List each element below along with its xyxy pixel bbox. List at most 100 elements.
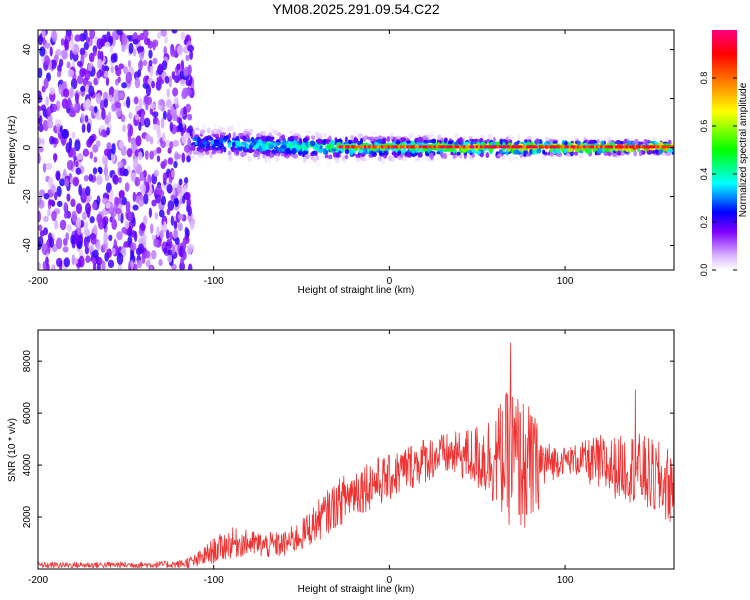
spectrogram-cell — [644, 145, 648, 149]
spectrogram-cell — [507, 148, 511, 152]
spectrogram-cell — [612, 145, 616, 149]
spectrogram-cell — [109, 45, 114, 53]
spectrogram-cell — [429, 152, 434, 159]
spectrogram-cell — [298, 137, 303, 144]
spectrogram-cell — [86, 98, 91, 109]
spectrogram-cell — [75, 160, 79, 168]
spectrogram-cell — [347, 145, 351, 149]
spectrogram-xtick-label: 0 — [387, 276, 393, 287]
spectrogram-cell — [49, 46, 53, 57]
spectrogram-cell — [399, 154, 404, 158]
spectrogram-cell — [240, 133, 244, 138]
spectrogram-cell — [75, 203, 83, 214]
spectrogram-cell — [513, 156, 519, 160]
spectrogram-cell — [156, 31, 162, 40]
spectrogram-cell — [523, 150, 527, 157]
spectrogram-cell — [619, 145, 623, 149]
spectrogram-cell — [639, 141, 644, 145]
spectrogram-cell — [76, 74, 84, 85]
spectrogram-cell — [232, 131, 236, 139]
spectrogram-cell — [458, 145, 462, 149]
spectrogram-cell — [316, 138, 323, 145]
spectrogram-cell — [113, 89, 120, 101]
spectrogram-cell — [663, 145, 667, 149]
spectrogram-cell — [661, 145, 665, 149]
spectrogram-cell — [65, 232, 69, 241]
spectrogram-cell — [196, 123, 200, 128]
spectrogram-cell — [358, 150, 364, 154]
spectrogram-cell — [486, 145, 490, 149]
spectrogram-cell — [166, 88, 171, 98]
spectrogram-cell — [65, 142, 71, 154]
spectrogram-cell — [289, 130, 293, 135]
spectrogram-cell — [610, 145, 614, 149]
spectrogram-cell — [246, 138, 252, 143]
spectrogram-cell — [227, 150, 232, 156]
spectrogram-cell — [206, 128, 211, 134]
spectrogram-xlabel: Height of straight line (km) — [298, 285, 415, 296]
spectrogram-cell — [66, 193, 71, 202]
spectrogram-cell — [134, 76, 141, 89]
spectrogram-cell — [130, 242, 137, 252]
spectrogram-cell — [589, 145, 593, 149]
spectrogram-cell — [42, 162, 47, 173]
spectrogram-cell — [634, 138, 639, 145]
spectrogram-cell — [315, 160, 321, 167]
spectrogram-cell — [74, 34, 82, 42]
spectrogram-cell — [173, 229, 178, 239]
spectrogram-cell — [531, 149, 536, 155]
spectrogram-ylabel: Frequency (Hz) — [7, 116, 18, 185]
spectrogram-cell — [473, 138, 479, 143]
spectrogram-cell — [638, 145, 642, 149]
spectrogram-cell — [643, 138, 649, 145]
spectrogram-cell — [292, 153, 298, 159]
spectrogram-cell — [98, 167, 103, 175]
spectrogram-cell — [482, 145, 486, 149]
spectrogram-cell — [143, 215, 148, 225]
spectrogram-cell — [129, 124, 134, 137]
spectrogram-cell — [261, 144, 266, 150]
spectrogram-cell — [103, 70, 109, 78]
spectrogram-cell — [393, 145, 397, 149]
spectrogram-cell — [530, 145, 534, 149]
spectrogram-cell — [164, 75, 170, 84]
spectrogram-cell — [368, 145, 372, 149]
spectrogram-cell — [386, 135, 391, 143]
spectrogram-cell — [378, 145, 382, 149]
spectrogram-cell — [69, 86, 74, 99]
spectrogram-cell — [349, 145, 353, 149]
spectrogram-cell — [38, 123, 44, 133]
spectrogram-cell — [105, 77, 110, 87]
spectrogram-ytick-label: 20 — [22, 93, 33, 105]
spectrogram-cell — [238, 142, 242, 147]
spectrogram-cell — [357, 145, 361, 149]
spectrogram-cell — [170, 48, 176, 58]
spectrogram-cell — [261, 136, 267, 142]
spectrogram-cell — [63, 257, 70, 268]
spectrogram-cell — [269, 126, 273, 134]
spectrogram-cell — [160, 117, 165, 129]
spectrogram-cell — [87, 63, 93, 72]
spectrogram-cell — [336, 145, 340, 149]
spectrogram-cell — [59, 178, 66, 187]
snr-xtick-label: 0 — [387, 575, 393, 586]
spectrogram-cell — [68, 109, 76, 118]
spectrogram-cell — [61, 98, 69, 109]
spectrogram-cell — [177, 222, 183, 232]
spectrogram-cell — [380, 158, 386, 165]
spectrogram-cell — [121, 82, 128, 89]
spectrogram-cell — [99, 99, 105, 111]
spectrogram-cell — [172, 87, 179, 97]
spectrogram-cell — [54, 137, 59, 145]
spectrogram-cell — [106, 142, 112, 150]
spectrogram-cell — [176, 184, 182, 194]
spectrogram-cell — [126, 148, 133, 158]
spectrogram-cell — [51, 103, 58, 113]
spectrogram-cell — [97, 58, 103, 70]
spectrogram-cell — [54, 119, 62, 128]
spectrogram-cell — [423, 139, 429, 144]
spectrogram-cell — [395, 145, 399, 149]
spectrogram-cell — [156, 155, 161, 163]
spectrogram-cell — [425, 145, 429, 149]
